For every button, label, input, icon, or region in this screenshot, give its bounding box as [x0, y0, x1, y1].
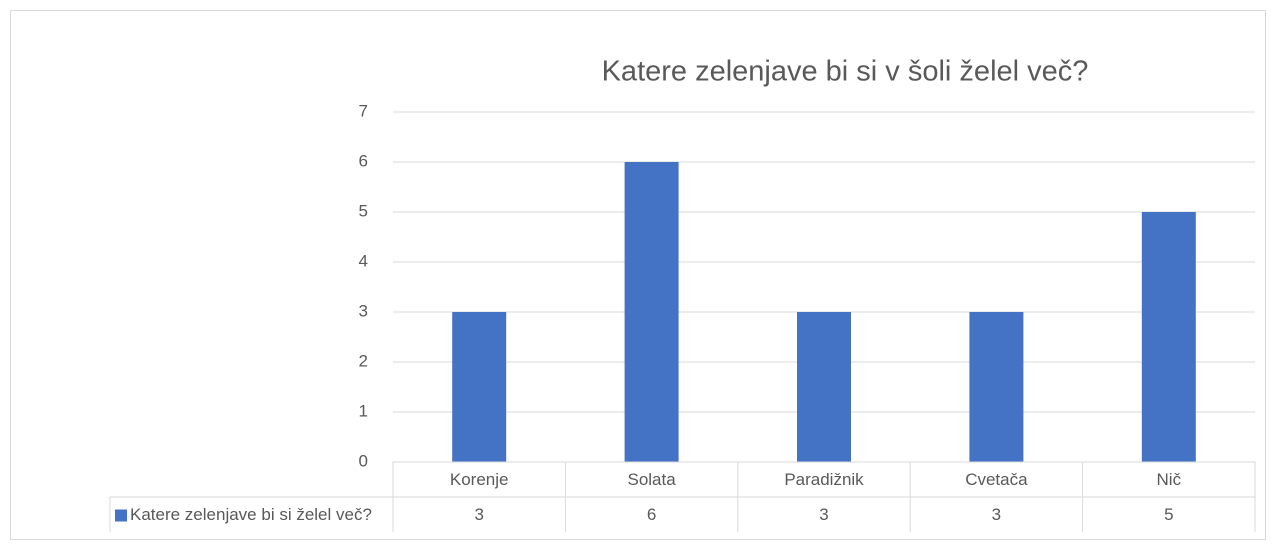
- bar: [1141, 212, 1196, 462]
- table-value: 3: [992, 505, 1001, 524]
- table-value: 3: [474, 505, 483, 524]
- bar: [624, 162, 679, 462]
- y-tick-label: 6: [359, 151, 368, 170]
- bar: [452, 312, 507, 462]
- x-tick-label: Nič: [1157, 470, 1182, 489]
- x-tick-label: Paradižnik: [784, 470, 864, 489]
- x-tick-label: Solata: [627, 470, 676, 489]
- bar: [797, 312, 851, 462]
- y-tick-label: 2: [359, 351, 368, 370]
- y-tick-label: 1: [359, 401, 368, 420]
- legend-label: Katere zelenjave bi si želel več?: [130, 505, 372, 524]
- table-value: 5: [1164, 505, 1173, 524]
- legend-swatch: [115, 509, 127, 522]
- bar: [969, 312, 1024, 462]
- chart-title: Katere zelenjave bi si v šoli želel več?: [602, 56, 1089, 88]
- x-tick-label: Korenje: [450, 470, 509, 489]
- y-tick-label: 4: [359, 251, 368, 270]
- y-tick-label: 7: [359, 101, 368, 120]
- table-value: 3: [819, 505, 828, 524]
- y-tick-label: 5: [359, 201, 368, 220]
- y-tick-label: 3: [359, 301, 368, 320]
- x-tick-label: Cvetača: [965, 470, 1028, 489]
- y-tick-label: 0: [359, 451, 368, 470]
- table-value: 6: [647, 505, 656, 524]
